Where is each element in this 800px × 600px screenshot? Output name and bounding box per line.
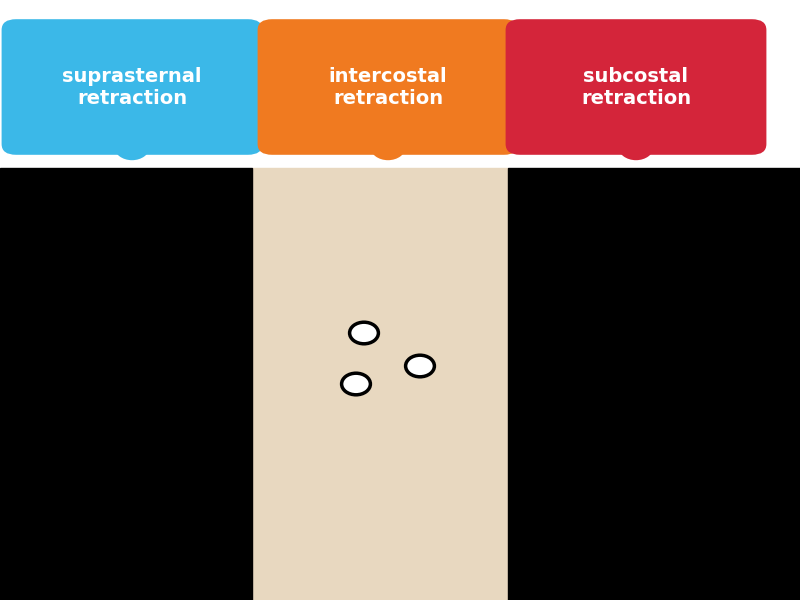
FancyBboxPatch shape <box>506 19 766 155</box>
Circle shape <box>406 355 434 377</box>
Circle shape <box>342 373 370 395</box>
Bar <box>252 168 508 600</box>
Circle shape <box>350 322 378 344</box>
Circle shape <box>370 134 406 160</box>
Text: intercostal
retraction: intercostal retraction <box>329 67 447 107</box>
Circle shape <box>114 134 150 160</box>
Bar <box>508 168 800 600</box>
Bar <box>0 168 252 600</box>
FancyBboxPatch shape <box>2 19 262 155</box>
Text: suprasternal
retraction: suprasternal retraction <box>62 67 202 107</box>
FancyBboxPatch shape <box>258 19 518 155</box>
Circle shape <box>618 134 654 160</box>
Text: subcostal
retraction: subcostal retraction <box>581 67 691 107</box>
